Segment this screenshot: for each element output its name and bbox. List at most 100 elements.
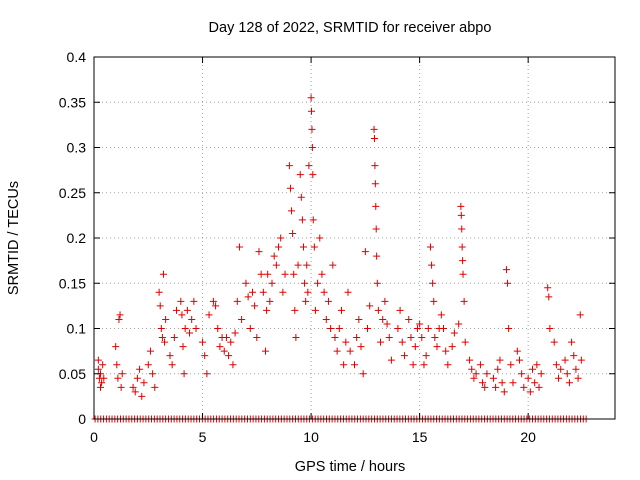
data-point [418, 334, 426, 342]
y-tick-label: 0.3 [67, 140, 87, 156]
data-point [529, 365, 537, 373]
data-point [459, 270, 467, 278]
data-point [159, 270, 167, 278]
data-point [433, 343, 441, 351]
data-point [214, 325, 222, 332]
data-point [220, 347, 228, 355]
data-point [188, 315, 196, 323]
data-point [117, 383, 125, 391]
data-point [292, 334, 300, 342]
y-tick-label: 0 [78, 411, 86, 427]
data-point [361, 248, 369, 256]
data-point [444, 361, 452, 369]
data-point [489, 374, 497, 382]
data-point [513, 347, 521, 355]
data-point [324, 297, 332, 305]
data-point [372, 202, 380, 210]
data-point [100, 374, 108, 382]
data-point [457, 202, 465, 210]
data-point [161, 338, 169, 346]
data-point [533, 361, 541, 369]
y-tick-label: 0.4 [67, 49, 87, 65]
data-point [405, 315, 413, 323]
data-point [253, 334, 261, 342]
data-point [308, 125, 316, 133]
data-point [233, 297, 241, 305]
data-point [303, 261, 311, 269]
x-tick-label: 15 [412, 429, 428, 445]
data-point [151, 383, 159, 391]
y-tick-label: 0.35 [59, 94, 86, 110]
data-point [133, 374, 141, 382]
data-point [166, 352, 174, 360]
data-point [333, 347, 341, 355]
data-point [458, 225, 466, 233]
data-point [346, 347, 354, 355]
data-point [370, 134, 378, 142]
data-point [424, 325, 432, 332]
data-point [440, 325, 448, 332]
data-point [290, 270, 298, 278]
data-point [383, 320, 391, 328]
data-point [114, 374, 122, 382]
data-point [266, 297, 274, 305]
data-point [192, 325, 200, 332]
data-point [458, 243, 466, 251]
data-point [561, 356, 569, 364]
data-point [524, 374, 532, 382]
data-point [459, 257, 467, 265]
data-point [244, 293, 252, 301]
data-point [286, 184, 294, 192]
axis-ticks: 0 0.05 0.1 0.15 0.2 0.25 0.3 0.35 0.4 0 5 10 15 20 [59, 49, 615, 445]
data-point [129, 383, 137, 391]
data-point [255, 248, 263, 256]
data-point [344, 288, 352, 296]
data-point [370, 125, 378, 133]
data-point [146, 347, 154, 355]
data-point [301, 279, 309, 287]
data-point [577, 356, 585, 364]
data-point [409, 361, 417, 369]
data-point [457, 211, 465, 219]
data-point [437, 311, 445, 319]
data-point [298, 216, 306, 224]
data-point [203, 370, 211, 378]
data-point [144, 361, 152, 369]
data-point [563, 370, 571, 378]
data-point [186, 329, 194, 337]
data-point [158, 334, 166, 342]
data-point [544, 284, 552, 292]
data-point [377, 338, 385, 346]
data-point [331, 334, 339, 342]
data-point [99, 361, 107, 369]
data-point [131, 388, 139, 396]
data-point [118, 370, 126, 378]
data-point [183, 306, 191, 314]
data-point [246, 325, 254, 332]
data-point [394, 325, 402, 332]
data-point [371, 162, 379, 170]
data-point [285, 162, 293, 170]
data-point [407, 334, 415, 342]
data-point [259, 288, 267, 296]
data-point [545, 293, 553, 301]
data-point [574, 374, 582, 382]
data-point [264, 270, 272, 278]
data-point [366, 302, 374, 310]
data-point [385, 334, 393, 342]
data-point [426, 243, 434, 251]
data-point [308, 144, 316, 151]
data-point [225, 352, 233, 360]
data-point [505, 325, 513, 332]
data-point [251, 302, 259, 310]
data-point [155, 288, 163, 296]
data-point [229, 361, 237, 369]
data-point [429, 279, 437, 287]
data-point [518, 370, 526, 378]
y-tick-label: 0.05 [59, 366, 86, 382]
data-point [272, 261, 280, 269]
data-point [305, 162, 313, 170]
data-point [372, 225, 380, 233]
data-point [199, 338, 207, 346]
chart-title: Day 128 of 2022, SRMTID for receiver abp… [209, 20, 492, 36]
